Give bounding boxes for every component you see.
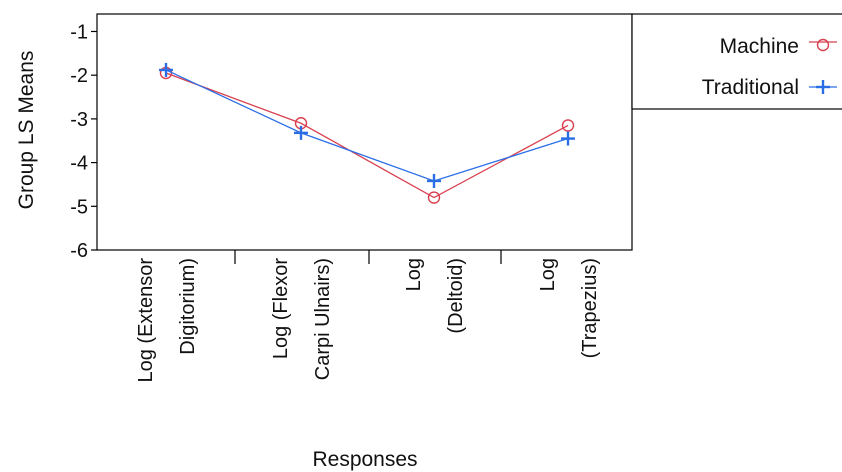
data-point: [294, 125, 308, 140]
legend-label: Traditional: [702, 76, 799, 99]
x-tick-label: Log (Flexor Carpi Ulnairs): [270, 258, 334, 381]
x-axis-title: Responses: [312, 448, 417, 471]
legend-box: [631, 13, 842, 110]
y-tick-label: -2: [70, 65, 88, 87]
data-point: [427, 191, 441, 204]
y-tick-label: -1: [70, 21, 88, 43]
data-point: [561, 119, 575, 132]
legend-item-machine: Machine: [720, 35, 837, 58]
y-tick-label: -5: [70, 196, 88, 218]
series-line: [165, 69, 569, 182]
plot-frame: [96, 13, 633, 251]
x-tick-label-line: Digitorium): [177, 258, 199, 355]
legend-item-traditional: Traditional: [702, 76, 837, 99]
x-tick-label-line: Log: [403, 258, 425, 291]
legend: Machine Traditional: [702, 35, 837, 99]
x-tick-label-line: (Trapezius): [579, 258, 601, 358]
x-axis: Log (Extensor Digitorium) Log (Flexor Carpi…: [135, 250, 601, 383]
series-line: [165, 72, 569, 199]
x-tick-label: Log (Trapezius): [537, 258, 601, 358]
x-tick-label: Log (Extensor Digitorium): [135, 258, 199, 383]
data-point: [561, 131, 575, 146]
series-machine: [159, 66, 575, 204]
y-tick-label: -6: [70, 240, 88, 262]
series-layer: [159, 62, 575, 204]
x-tick-label-line: Carpi Ulnairs): [312, 258, 334, 380]
x-tick-label-line: Log: [537, 258, 559, 291]
data-point: [159, 62, 173, 77]
x-tick-label-line: (Deltoid): [445, 258, 467, 334]
y-axis-title: Group LS Means: [15, 51, 38, 210]
data-point: [427, 173, 441, 188]
y-axis: -1 -2 -3 -4 -5 -6: [70, 21, 97, 262]
legend-marker: [816, 80, 830, 94]
x-tick-label-line: Log (Extensor: [135, 258, 157, 383]
x-tick-label-line: Log (Flexor: [270, 258, 292, 359]
y-tick-label: -4: [70, 153, 88, 175]
series-traditional: [159, 62, 575, 188]
y-tick-label: -3: [70, 109, 88, 131]
legend-marker: [816, 38, 830, 52]
legend-label: Machine: [720, 35, 799, 58]
x-tick-label: Log (Deltoid): [403, 258, 467, 334]
